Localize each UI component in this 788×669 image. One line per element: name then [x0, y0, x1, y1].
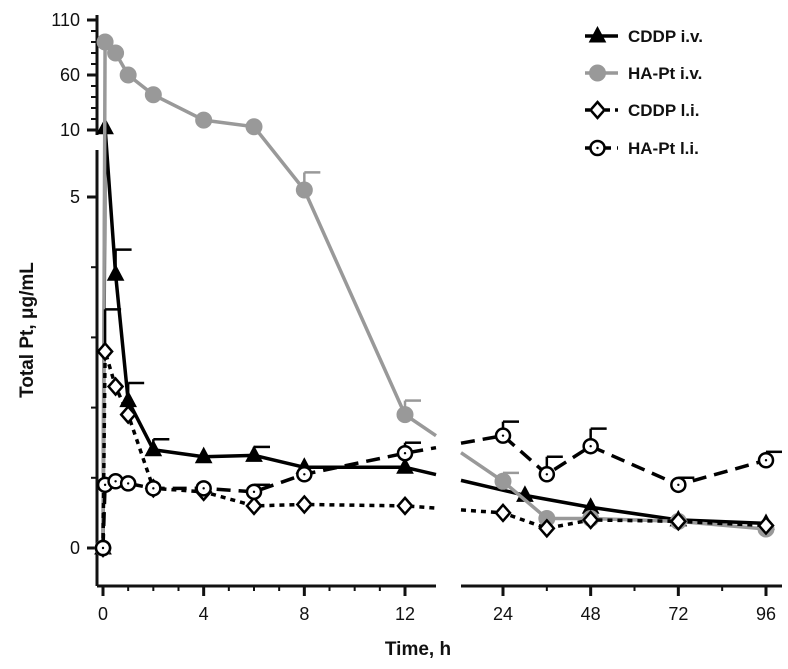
x-tick-label: 4: [199, 604, 209, 624]
legend-marker: [588, 100, 607, 120]
y-tick-label: 0: [70, 538, 80, 558]
data-point: [107, 44, 125, 62]
data-point-dot: [126, 482, 130, 485]
data-point: [757, 515, 775, 536]
data-point: [396, 406, 414, 424]
series-line-3: [101, 349, 437, 549]
x-tick-label: 96: [756, 604, 776, 624]
data-point-dot: [152, 487, 155, 490]
legend-marker: [588, 25, 607, 43]
data-point: [106, 264, 125, 281]
data-point: [582, 510, 600, 530]
series-line-2: [101, 40, 437, 549]
data-point: [669, 511, 687, 532]
y-tick-label: 5: [70, 187, 80, 207]
data-point: [245, 118, 263, 136]
y-axis-title: Total Pt, μg/mL: [17, 262, 38, 398]
series-line-4: [101, 445, 437, 549]
data-point: [245, 495, 263, 516]
x-axis-title: Time, h: [385, 639, 451, 660]
x-tick-label: 48: [581, 604, 601, 624]
y-tick-label: 60: [60, 65, 80, 85]
data-point-dot: [589, 445, 592, 448]
legend: CDDP i.v. HA-Pt i.v. CDDP l.i. HA-Pt l.i.: [585, 25, 703, 158]
data-point-dot: [501, 434, 505, 437]
data-point: [396, 457, 414, 474]
data-point-dot: [403, 452, 407, 455]
data-point-dot: [303, 473, 306, 476]
data-point-dot: [103, 483, 107, 487]
data-point: [295, 181, 313, 199]
data-point: [494, 472, 512, 490]
data-point: [295, 494, 313, 515]
data-point-dot: [764, 459, 768, 462]
x-tick-label: 24: [493, 604, 513, 624]
data-point: [144, 86, 162, 104]
x-tick-label: 12: [395, 604, 415, 624]
legend-label: HA-Pt i.v.: [628, 64, 702, 83]
data-point-dot: [677, 483, 680, 487]
y-tick-label: 10: [60, 120, 80, 140]
data-point: [245, 445, 263, 462]
data-point: [119, 66, 137, 84]
x-tick-label: 72: [668, 604, 688, 624]
series-line-3-right: [460, 508, 767, 531]
data-point-dot: [101, 546, 105, 550]
data-point-dot: [252, 490, 256, 494]
legend-label: HA-Pt l.i.: [628, 139, 699, 158]
data-point-dot: [202, 487, 205, 490]
data-point: [538, 518, 556, 539]
x-tick-label: 8: [299, 604, 309, 624]
data-point: [144, 439, 163, 457]
data-point: [96, 341, 114, 362]
data-point-dot: [114, 480, 117, 483]
legend-label: CDDP l.i.: [628, 101, 699, 120]
legend-label: CDDP i.v.: [628, 27, 703, 46]
data-point: [494, 503, 512, 523]
legend-marker: [589, 64, 606, 82]
series-layer: [94, 33, 782, 558]
data-point: [194, 446, 213, 464]
data-point: [396, 495, 414, 516]
x-tick-label: 0: [98, 604, 108, 624]
series-line-1: [101, 126, 437, 549]
data-point: [195, 111, 213, 129]
legend-marker-dot: [596, 146, 599, 150]
data-point: [119, 404, 137, 425]
data-point: [96, 33, 114, 51]
data-point: [106, 376, 125, 397]
y-tick-label: 110: [51, 10, 80, 30]
y-axis-break-mask: [90, 136, 104, 149]
data-point-dot: [545, 473, 549, 476]
